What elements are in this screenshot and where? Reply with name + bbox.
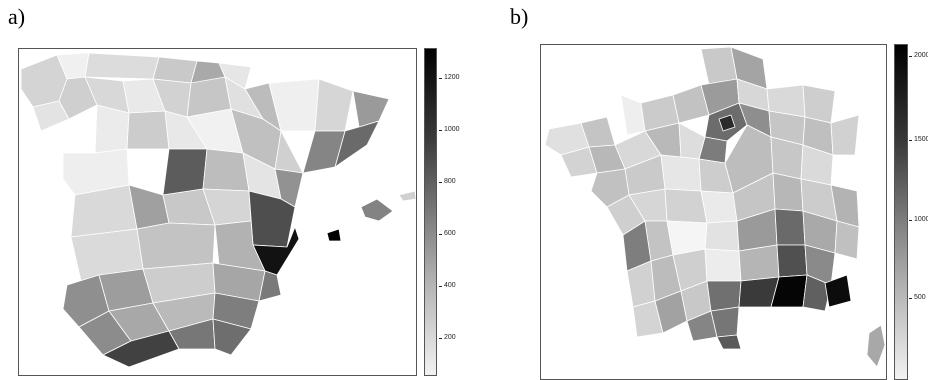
region (202, 148, 250, 192)
region (84, 52, 160, 80)
map-france (540, 44, 887, 380)
region (700, 46, 738, 86)
region (830, 114, 860, 156)
region (152, 56, 198, 84)
panel-label-a: a) (8, 4, 26, 29)
colorbar-b-tick: 1500 (909, 136, 928, 143)
region (772, 172, 804, 212)
colorbar-a-tick: 200 (439, 334, 456, 341)
region (718, 114, 736, 132)
colorbar-a (424, 48, 437, 376)
region (802, 274, 832, 312)
region (258, 270, 282, 302)
region (660, 154, 702, 192)
region (866, 324, 886, 368)
colorbar-a-tick: 1200 (439, 74, 460, 81)
region (136, 222, 216, 270)
map-spain (18, 48, 417, 376)
colorbar-b (894, 44, 908, 380)
region (824, 274, 852, 308)
colorbar-b-tick: 1000 (909, 216, 928, 223)
region (162, 148, 208, 196)
colorbar-a-tick: 600 (439, 230, 456, 237)
colorbar-a-tick: 800 (439, 178, 456, 185)
region (214, 220, 266, 272)
spain-choropleth (20, 52, 416, 368)
region (776, 244, 808, 278)
region (302, 130, 346, 174)
colorbar-a-tick: 1000 (439, 126, 460, 133)
region (126, 110, 170, 150)
region (774, 208, 806, 246)
region (834, 220, 860, 260)
region (738, 244, 780, 282)
region (314, 78, 354, 132)
colorbar-b-tick: 2000 (909, 52, 928, 59)
region (716, 334, 742, 350)
region (352, 90, 390, 128)
region (704, 248, 742, 282)
region (704, 220, 740, 252)
region (706, 280, 742, 312)
region (212, 318, 252, 356)
colorbar-b-tick: 500 (909, 294, 926, 301)
region (94, 104, 130, 154)
region (326, 228, 342, 242)
region (620, 94, 646, 136)
panel-label-b: b) (510, 4, 529, 29)
france-choropleth (544, 46, 886, 368)
colorbar-a-tick: 400 (439, 282, 456, 289)
region (700, 190, 738, 224)
region (360, 198, 394, 222)
region (664, 188, 708, 224)
region (398, 190, 416, 202)
